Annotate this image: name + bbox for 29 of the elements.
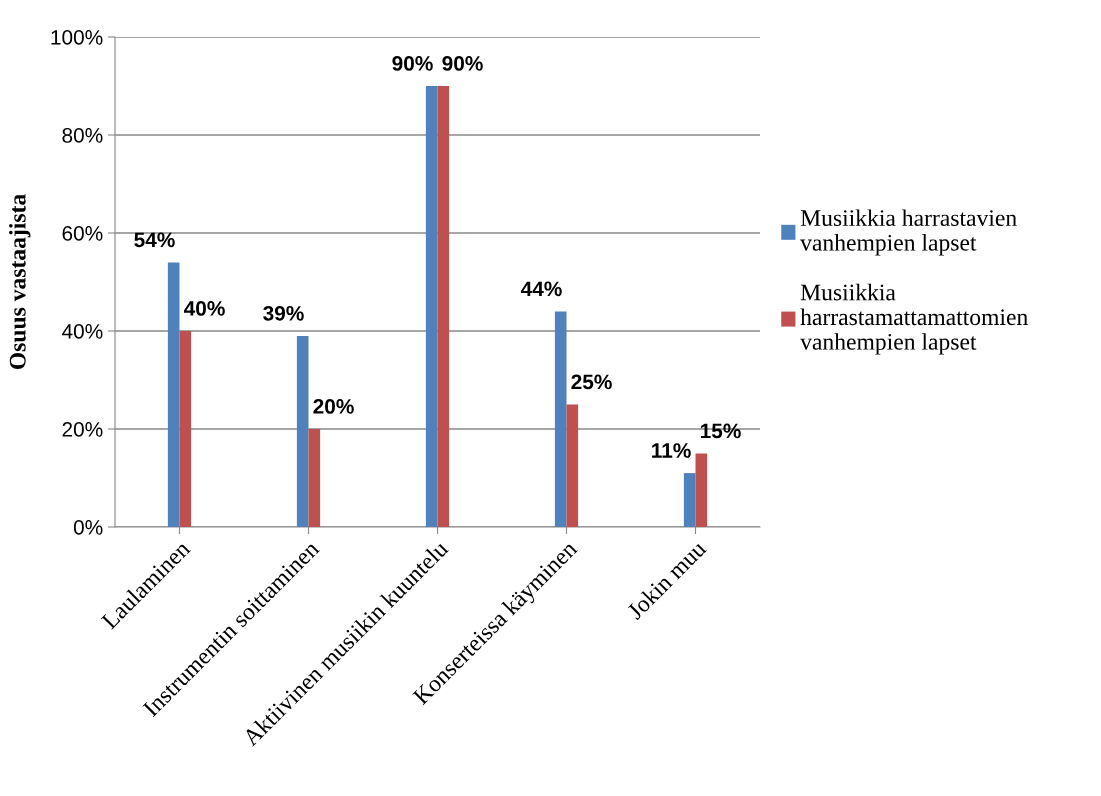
data-label: 39% — [263, 305, 304, 321]
y-tick-label: 0% — [73, 520, 103, 535]
bar — [695, 453, 708, 527]
data-label: 11% — [652, 443, 691, 458]
data-label: 15% — [700, 423, 741, 439]
data-label: 90% — [442, 56, 483, 71]
bar — [308, 429, 321, 527]
data-label: 90% — [392, 56, 433, 71]
bar — [425, 86, 438, 527]
y-tick-label: 80% — [62, 128, 103, 143]
bar — [179, 331, 192, 527]
legend-label: Musiikkia harrastavien vanhempien lapset — [800, 209, 1017, 256]
bar — [566, 404, 579, 527]
bar — [167, 262, 180, 527]
bar — [437, 86, 450, 527]
y-tick-label: 20% — [62, 422, 103, 437]
bar — [683, 473, 696, 527]
legend-label: Musiikkia harrastamattamattomien vanhempien lapset — [800, 283, 1028, 355]
data-label: 25% — [571, 374, 612, 390]
y-tick-label: 100% — [51, 30, 103, 45]
data-label: 40% — [183, 301, 225, 316]
y-tick-label: 60% — [62, 226, 103, 241]
y-tick-label: 40% — [61, 324, 103, 339]
data-label: 44% — [520, 281, 562, 297]
y-axis-title: Osuus vastaajista — [9, 194, 31, 370]
data-label: 54% — [134, 232, 175, 248]
bar — [296, 335, 309, 527]
bar — [554, 311, 567, 527]
data-label: 20% — [313, 399, 354, 414]
